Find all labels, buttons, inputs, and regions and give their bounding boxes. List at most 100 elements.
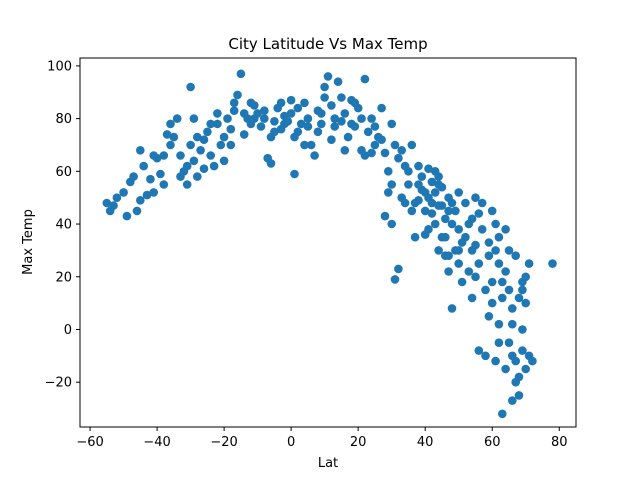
y-tick-label: −20 [45, 376, 72, 391]
data-point [471, 240, 480, 250]
data-point [370, 122, 380, 131]
data-point [410, 198, 420, 208]
data-point [286, 109, 296, 118]
data-point [186, 82, 195, 92]
data-point [206, 119, 215, 129]
data-point [337, 117, 346, 126]
data-point [109, 201, 118, 210]
data-point [501, 364, 510, 374]
data-point [441, 232, 450, 242]
data-point [219, 156, 229, 166]
data-point [266, 132, 276, 142]
data-point [524, 351, 534, 361]
data-point [223, 114, 232, 123]
data-point [394, 153, 403, 163]
data-point [310, 151, 319, 160]
data-point [239, 130, 249, 139]
data-point [484, 238, 494, 247]
data-point [444, 267, 453, 276]
data-point [491, 219, 500, 229]
data-point [518, 325, 527, 334]
data-point [229, 106, 239, 115]
data-point [343, 132, 353, 142]
data-point [112, 193, 122, 202]
data-point [260, 114, 269, 123]
data-point [149, 151, 158, 160]
data-point [213, 109, 222, 118]
data-point [136, 146, 145, 155]
data-point [330, 114, 340, 123]
data-point [176, 172, 185, 181]
data-point [162, 130, 172, 139]
data-point [172, 114, 182, 123]
data-point [196, 146, 205, 155]
data-point [427, 209, 437, 218]
data-point [317, 119, 326, 129]
data-point [357, 114, 366, 123]
data-point [193, 172, 202, 181]
data-point [290, 169, 299, 179]
x-tick-label: 40 [417, 435, 434, 450]
data-point [266, 159, 276, 168]
data-point [454, 225, 464, 234]
data-point [142, 190, 152, 200]
data-point [464, 219, 474, 229]
data-point [340, 109, 350, 118]
data-point [367, 114, 376, 123]
data-point [323, 72, 333, 81]
data-point [149, 188, 158, 197]
data-point [451, 206, 460, 216]
data-point [286, 95, 296, 105]
data-point [518, 285, 527, 295]
data-point [146, 174, 155, 184]
data-point [293, 103, 303, 113]
data-point [504, 338, 514, 348]
data-point [508, 319, 517, 329]
data-point [420, 230, 430, 239]
data-point [317, 109, 326, 118]
y-tick-label: 80 [55, 112, 72, 127]
data-point [203, 127, 212, 137]
data-point [471, 272, 480, 282]
data-point [300, 140, 309, 150]
data-point [380, 148, 390, 158]
x-tick-label: 20 [350, 435, 367, 450]
data-point [387, 219, 397, 229]
data-point [501, 225, 510, 234]
data-point [508, 351, 517, 361]
data-point [159, 180, 169, 189]
data-point [457, 238, 467, 247]
data-point [193, 132, 202, 142]
data-point [491, 356, 500, 366]
data-point [182, 161, 192, 171]
data-point [474, 346, 484, 355]
data-point [384, 188, 393, 197]
data-point [360, 151, 370, 160]
data-point [430, 167, 440, 176]
data-point [424, 164, 433, 173]
data-point [474, 259, 484, 268]
data-point [330, 122, 340, 131]
data-point [464, 267, 474, 276]
data-point [444, 251, 453, 260]
data-point [256, 122, 266, 131]
data-point [420, 206, 430, 216]
data-point [126, 177, 135, 187]
data-point [199, 164, 209, 173]
data-point [441, 214, 450, 224]
data-point [303, 114, 313, 123]
chart-title: City Latitude Vs Max Temp [228, 35, 427, 53]
data-point [521, 298, 530, 308]
data-point [300, 98, 309, 108]
data-point [414, 161, 423, 171]
data-point [209, 161, 219, 171]
data-point [417, 172, 427, 181]
data-point [156, 169, 165, 179]
data-point [102, 198, 112, 208]
data-point [166, 119, 175, 129]
data-point [306, 140, 316, 150]
data-point [514, 391, 524, 400]
